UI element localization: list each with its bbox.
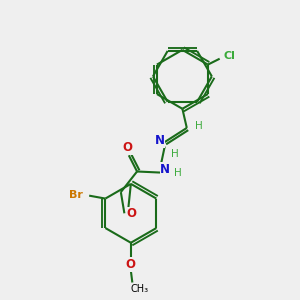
Text: O: O	[127, 207, 137, 220]
Text: CH₃: CH₃	[130, 284, 148, 294]
Text: O: O	[126, 258, 136, 271]
Text: N: N	[160, 163, 170, 176]
Text: O: O	[122, 141, 132, 154]
Text: Cl: Cl	[223, 51, 235, 62]
Text: H: H	[195, 122, 203, 131]
Text: H: H	[173, 168, 181, 178]
Text: H: H	[171, 149, 179, 159]
Text: N: N	[154, 134, 164, 147]
Text: Br: Br	[69, 190, 83, 200]
